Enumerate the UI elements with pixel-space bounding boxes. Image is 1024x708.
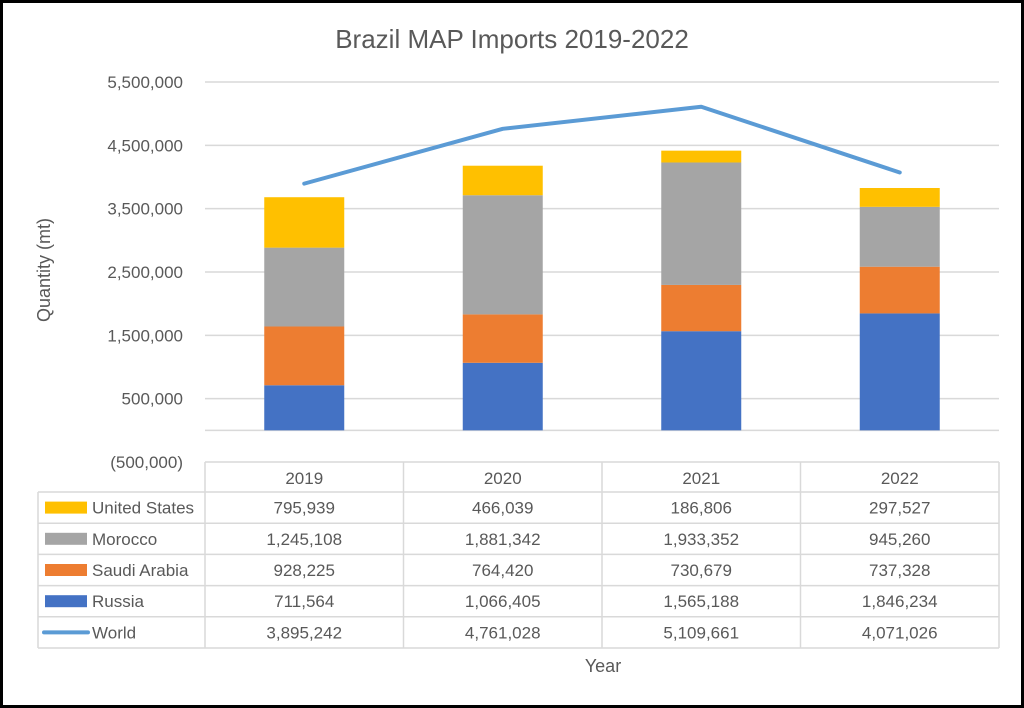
table-cell: 1,565,188 (663, 592, 739, 611)
legend-label: World (92, 623, 136, 642)
table-cell: 5,109,661 (663, 623, 739, 642)
table-cell: 4,761,028 (465, 623, 541, 642)
legend-key-russia (45, 595, 87, 608)
y-tick-label: 500,000 (122, 390, 183, 409)
table-cell: 4,071,026 (862, 623, 938, 642)
table-cell: 186,806 (671, 499, 732, 518)
table-cell: 1,846,234 (862, 592, 938, 611)
y-tick-label: 2,500,000 (107, 263, 183, 282)
bar-united-states-2020 (462, 165, 543, 196)
bar-russia-2021 (661, 331, 742, 431)
line-world (302, 104, 902, 186)
table-cell: 1,933,352 (663, 530, 739, 549)
legend-label: Saudi Arabia (92, 561, 189, 580)
bar-united-states-2019 (264, 197, 345, 248)
x-category-label: 2022 (881, 469, 919, 488)
bar-morocco-2019 (264, 247, 345, 327)
table-cell: 3,895,242 (266, 623, 342, 642)
table-cell: 1,245,108 (266, 530, 342, 549)
bar-saudi-arabia-2021 (661, 284, 742, 332)
table-cell: 466,039 (472, 499, 533, 518)
bar-russia-2020 (462, 362, 543, 431)
x-category-label: 2021 (682, 469, 720, 488)
bar-saudi-arabia-2019 (264, 326, 345, 386)
bar-russia-2022 (859, 313, 940, 431)
legend-key-saudi-arabia (45, 564, 87, 576)
bar-morocco-2021 (661, 162, 742, 285)
legend-label: Russia (92, 592, 145, 611)
legend-key-united-states (45, 501, 87, 514)
bar-united-states-2022 (859, 187, 940, 207)
legend-key-morocco (45, 532, 87, 545)
bar-saudi-arabia-2022 (859, 266, 940, 314)
table-cell: 737,328 (869, 561, 930, 580)
y-axis-label: Quantity (mt) (34, 218, 54, 322)
y-tick-label: 3,500,000 (107, 200, 183, 219)
chart-title: Brazil MAP Imports 2019-2022 (335, 24, 689, 54)
bar-russia-2019 (264, 385, 345, 431)
legend-label: United States (92, 499, 194, 518)
table-cell: 1,881,342 (465, 530, 541, 549)
bar-saudi-arabia-2020 (462, 314, 543, 363)
y-tick-label: 4,500,000 (107, 136, 183, 155)
x-axis-label: Year (585, 656, 621, 676)
table-cell: 928,225 (274, 561, 335, 580)
table-cell: 711,564 (274, 592, 334, 611)
table-cell: 297,527 (869, 499, 930, 518)
x-category-label: 2019 (285, 469, 323, 488)
x-category-label: 2020 (484, 469, 522, 488)
bar-united-states-2021 (661, 150, 742, 163)
table-cell: 730,679 (671, 561, 732, 580)
table-cell: 945,260 (869, 530, 930, 549)
table-cell: 1,066,405 (465, 592, 541, 611)
y-tick-label: 1,500,000 (107, 326, 183, 345)
bar-morocco-2020 (462, 195, 543, 315)
y-tick-label: (500,000) (110, 453, 183, 472)
bar-morocco-2022 (859, 206, 940, 267)
y-tick-label: 5,500,000 (107, 73, 183, 92)
table-cell: 764,420 (472, 561, 533, 580)
legend-label: Morocco (92, 530, 157, 549)
table-cell: 795,939 (274, 499, 335, 518)
